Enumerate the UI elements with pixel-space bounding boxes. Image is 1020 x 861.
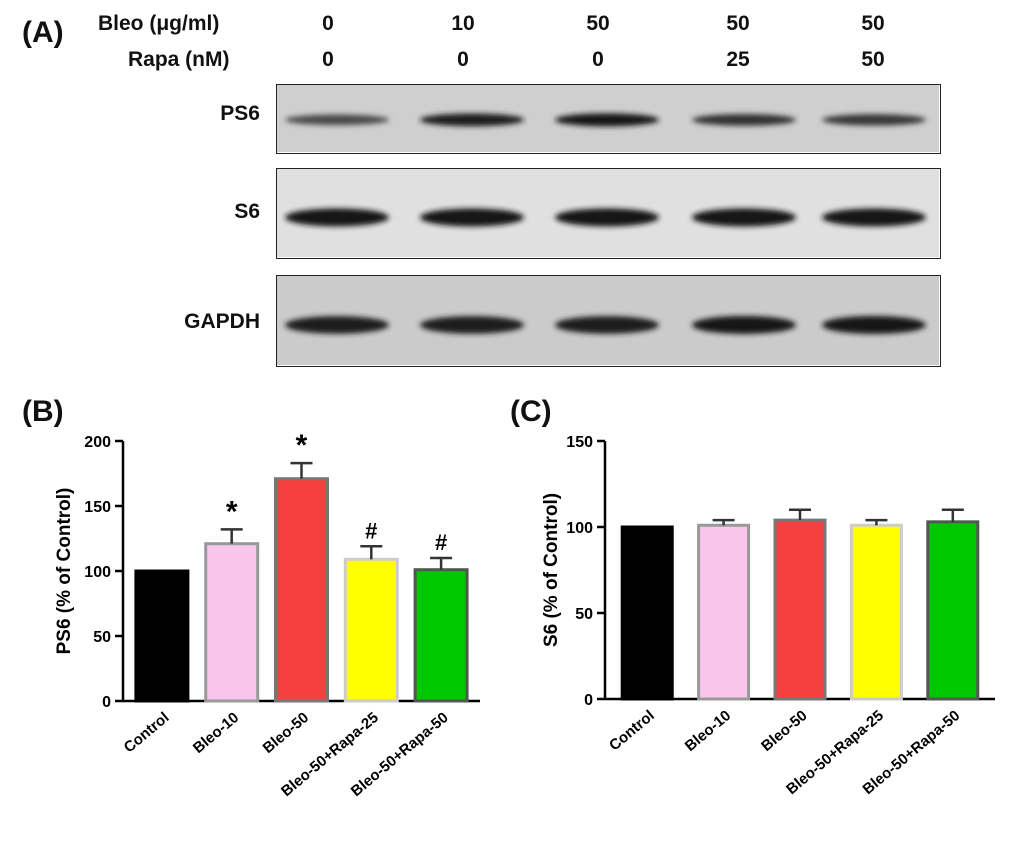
bleo-value: 50: [861, 12, 885, 35]
bar: [773, 518, 827, 701]
blot-band: [285, 316, 389, 334]
blot-band: [420, 113, 524, 127]
bleo-value: 10: [451, 12, 475, 35]
chart-s6: 0 50 100 150 S6 (% of Control) Control Bleo-10…: [541, 434, 995, 798]
blot-label-s6: S6: [234, 200, 260, 223]
blot-gapdh-image: [277, 276, 939, 365]
y-tick-label: 150: [84, 499, 111, 516]
blot-label-gapdh: GAPDH: [184, 310, 260, 333]
blot-label-ps6: PS6: [220, 102, 260, 125]
x-tick-label: Bleo-50: [758, 707, 810, 755]
blot-band: [822, 208, 926, 227]
blot-band: [555, 113, 659, 127]
y-axis-label: S6 (% of Control): [541, 493, 562, 647]
y-axis-label: PS6 (% of Control): [54, 488, 75, 655]
bleo-condition-label: Bleo (μg/ml): [98, 12, 220, 35]
y-tick-label: 50: [93, 629, 111, 646]
bar: [697, 523, 751, 701]
blot-band: [822, 114, 926, 126]
panel-c-label: (C): [510, 395, 552, 428]
bleo-value: 50: [586, 12, 610, 35]
x-tick-label: Control: [121, 709, 173, 756]
bar: [343, 557, 399, 703]
rapa-value: 25: [726, 48, 750, 71]
blot-band: [285, 114, 389, 126]
blot-s6: [276, 168, 941, 259]
bar: [926, 520, 980, 701]
blot-ps6: [276, 84, 941, 154]
rapa-value: 0: [322, 48, 334, 71]
blot-gapdh: [276, 275, 941, 367]
y-tick-label: 200: [84, 434, 111, 451]
blot-ps6-image: [277, 85, 939, 152]
panel-a-label: (A): [22, 16, 64, 49]
blot-band: [555, 208, 659, 227]
x-tick-label: Bleo-10: [682, 707, 734, 755]
x-tick-label: Control: [606, 707, 658, 754]
bar: [413, 568, 469, 703]
rapa-condition-label: Rapa (nM): [128, 48, 230, 71]
bleo-value: 0: [322, 12, 334, 35]
y-tick-label: 150: [566, 434, 593, 451]
bar: [274, 477, 329, 703]
significance-annotation: #: [365, 518, 377, 543]
y-tick-label: 100: [84, 564, 111, 581]
bar: [620, 525, 674, 701]
y-tick-label: 100: [566, 520, 593, 537]
blot-band: [420, 208, 524, 227]
blot-band: [692, 113, 796, 126]
blot-band: [692, 315, 796, 334]
blot-band: [285, 208, 389, 227]
rapa-value: 0: [457, 48, 469, 71]
y-tick-label: 0: [102, 694, 111, 711]
blot-band: [420, 316, 524, 334]
blot-band: [692, 208, 796, 227]
bar: [849, 523, 903, 701]
significance-annotation: *: [226, 495, 238, 528]
y-tick-label: 50: [575, 606, 593, 623]
x-tick-label: Bleo-50: [260, 709, 312, 757]
chart-ps6: 0 50 100 150 200 PS6 (% of Control) Control * Bl…: [54, 429, 480, 800]
blot-band: [822, 315, 926, 334]
blot-s6-image: [277, 169, 939, 257]
blot-band: [555, 316, 659, 334]
significance-annotation: #: [435, 530, 447, 555]
significance-annotation: *: [296, 429, 308, 462]
rapa-value: 0: [592, 48, 604, 71]
y-tick-label: 0: [584, 692, 593, 709]
bleo-value: 50: [726, 12, 750, 35]
panel-b-label: (B): [22, 395, 64, 428]
bar: [204, 542, 260, 703]
x-tick-label: Bleo-10: [190, 709, 242, 757]
bar: [134, 569, 190, 703]
rapa-value: 50: [861, 48, 885, 71]
